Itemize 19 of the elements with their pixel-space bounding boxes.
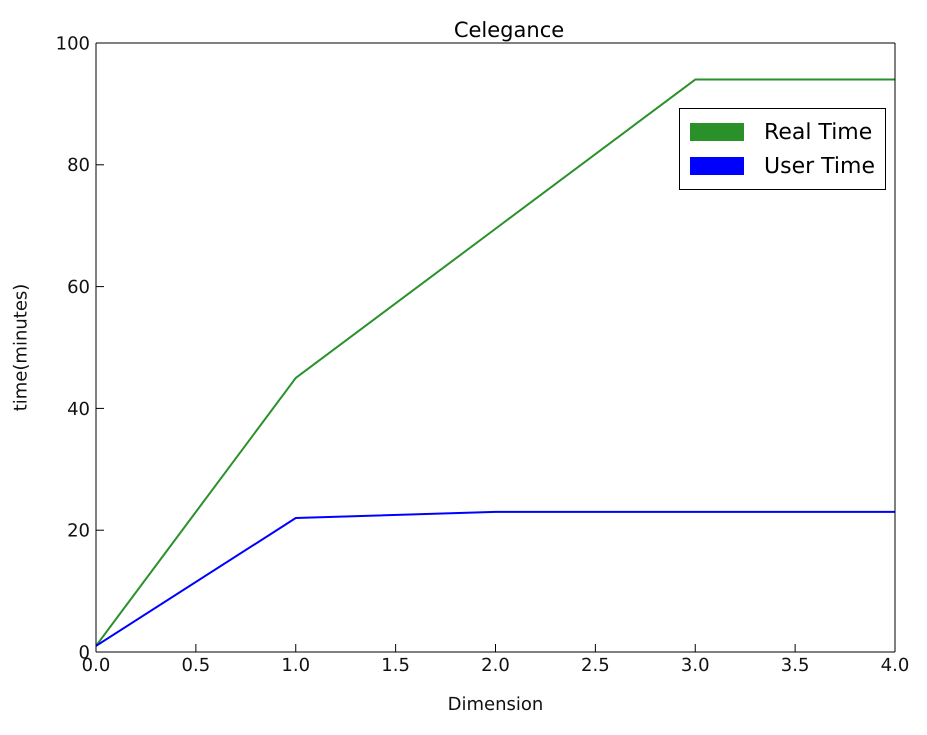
y-tick-label: 100 <box>56 33 90 54</box>
y-tick-label: 80 <box>67 155 90 176</box>
x-tick-label: 2.0 <box>481 654 510 676</box>
y-tick-label: 40 <box>67 398 90 420</box>
y-tick-label: 60 <box>67 276 90 298</box>
x-tick-label: 1.5 <box>381 654 410 676</box>
y-tick-label: 20 <box>67 520 90 542</box>
legend-label: Real Time <box>764 120 872 144</box>
chart-title: Celegance <box>452 18 566 42</box>
y-axis-title: time(minutes) <box>10 284 32 412</box>
line-series <box>96 78 895 647</box>
x-tick-label: 1.0 <box>281 654 310 676</box>
x-tick-label: 3.0 <box>680 654 710 676</box>
x-tick-label: 0.5 <box>182 654 210 676</box>
x-tick-label: 3.5 <box>780 654 810 676</box>
legend-label: User Time <box>764 154 875 178</box>
x-tick-label: 2.5 <box>581 654 610 676</box>
x-tick-label: 4.0 <box>880 654 910 676</box>
x-axis-title: Dimension <box>448 694 544 715</box>
